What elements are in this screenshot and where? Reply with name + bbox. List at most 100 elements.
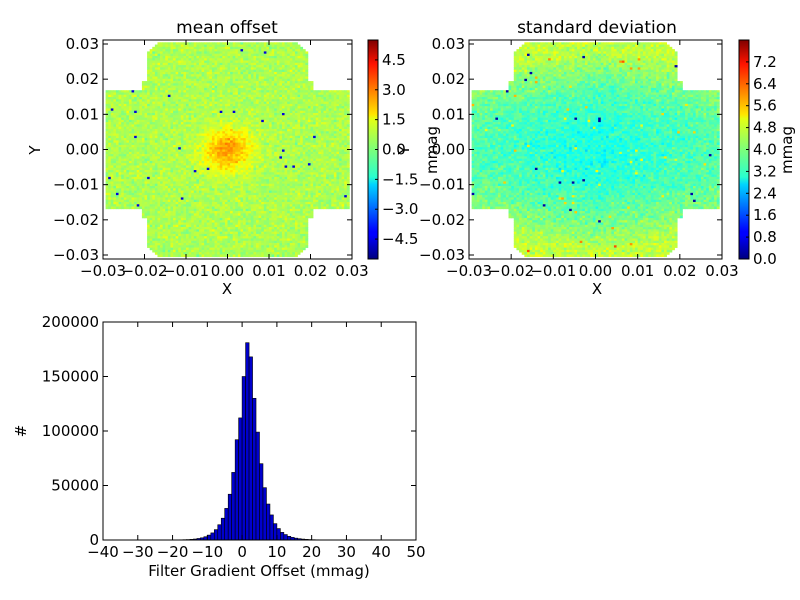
heatmap-cell	[149, 97, 153, 100]
heatmap-cell	[269, 122, 272, 125]
heatmap-cell	[222, 46, 226, 50]
heatmap-cell	[149, 65, 153, 68]
heatmap-cell	[222, 149, 226, 153]
heatmap-cell	[217, 78, 221, 82]
heatmap-cell	[113, 174, 117, 178]
heatmap-cell	[211, 97, 215, 100]
heatmap-cell	[276, 117, 280, 121]
heatmap-cell	[157, 117, 161, 121]
heatmap-cell	[211, 142, 215, 146]
heatmap-cell	[281, 113, 285, 116]
heatmap-cell	[170, 67, 174, 71]
heatmap-cell	[110, 119, 114, 123]
heatmap-cell	[173, 42, 176, 45]
heatmap-cell	[237, 97, 241, 100]
heatmap-cell	[333, 138, 337, 141]
heatmap-cell	[222, 124, 226, 128]
heatmap-cell	[313, 128, 317, 132]
heatmap-cell	[206, 165, 210, 169]
heatmap-cell	[188, 110, 192, 114]
heatmap-cell	[313, 147, 317, 150]
heatmap-cell	[144, 124, 148, 128]
heatmap-cell	[227, 83, 231, 86]
heatmap-cell	[222, 60, 226, 64]
heatmap-cell	[118, 119, 122, 123]
heatmap-cell	[188, 55, 192, 59]
heatmap-cell	[147, 113, 151, 116]
heatmap-cell	[193, 81, 197, 84]
heatmap-cell	[266, 67, 270, 71]
heatmap-cell	[118, 99, 122, 102]
heatmap-cell	[276, 147, 280, 150]
heatmap-cell	[175, 172, 179, 175]
heatmap-cell	[274, 83, 278, 86]
heatmap-cell	[219, 90, 223, 93]
heatmap-cell	[144, 133, 148, 137]
heatmap-cell	[287, 117, 291, 121]
heatmap-cell	[315, 103, 319, 107]
heatmap-cell	[331, 94, 335, 98]
heatmap-cell	[157, 160, 161, 164]
heatmap-cell	[178, 67, 182, 71]
heatmap-cell	[162, 58, 166, 61]
heatmap-cell	[245, 176, 249, 180]
heatmap-cell	[326, 147, 329, 150]
heatmap-cell	[123, 133, 127, 137]
heatmap-cell	[209, 167, 213, 171]
heatmap-cell	[186, 174, 189, 178]
heatmap-cell	[222, 92, 226, 96]
heatmap-cell	[333, 108, 337, 112]
heatmap-cell	[209, 74, 213, 77]
heatmap-cell	[320, 156, 324, 159]
heatmap-cell	[198, 140, 202, 144]
heatmap-cell	[152, 128, 156, 132]
heatmap-cell	[108, 101, 112, 105]
heatmap-cell	[173, 62, 176, 66]
heatmap-cell	[292, 176, 296, 180]
heatmap-cell	[154, 81, 158, 84]
heatmap-cell	[206, 142, 210, 146]
heatmap-cell	[191, 138, 195, 141]
heatmap-cell	[105, 101, 109, 105]
heatmap-cell	[274, 58, 278, 61]
heatmap-cell	[307, 158, 311, 162]
heatmap-cell	[230, 106, 234, 109]
heatmap-cell	[250, 113, 254, 116]
heatmap-cell	[279, 142, 283, 146]
heatmap-cell	[284, 58, 288, 61]
heatmap-cell	[139, 108, 143, 112]
heatmap-cell	[113, 179, 117, 182]
heatmap-cell	[344, 119, 348, 123]
heatmap-cell	[128, 131, 132, 134]
heatmap-cell	[206, 76, 210, 80]
heatmap-cell	[320, 110, 324, 114]
heatmap-cell	[154, 172, 158, 175]
heatmap-cell	[271, 144, 275, 148]
heatmap-cell	[193, 92, 197, 96]
heatmap-cell	[243, 154, 246, 157]
heatmap-cell	[162, 135, 166, 139]
heatmap-cell	[310, 140, 314, 144]
heatmap-cell	[328, 119, 332, 123]
heatmap-cell	[191, 87, 195, 91]
heatmap-cell	[274, 99, 278, 102]
heatmap-cell	[237, 51, 241, 55]
heatmap-cell	[173, 117, 176, 121]
heatmap-cell	[323, 131, 327, 134]
heatmap-cell	[253, 101, 257, 105]
heatmap-cell	[230, 103, 234, 107]
heatmap-cell	[217, 160, 221, 164]
heatmap-cell	[289, 67, 293, 71]
heatmap-cell	[279, 97, 283, 100]
heatmap-cell	[339, 124, 342, 128]
heatmap-cell	[147, 53, 151, 57]
heatmap-cell	[154, 179, 158, 182]
heatmap-cell	[154, 119, 158, 123]
heatmap-cell	[237, 53, 241, 57]
heatmap-cell	[281, 147, 285, 150]
heatmap-cell	[302, 76, 306, 80]
heatmap-cell	[336, 108, 340, 112]
heatmap-cell	[196, 94, 200, 98]
heatmap-cell	[297, 53, 301, 57]
heatmap-cell	[162, 147, 166, 150]
